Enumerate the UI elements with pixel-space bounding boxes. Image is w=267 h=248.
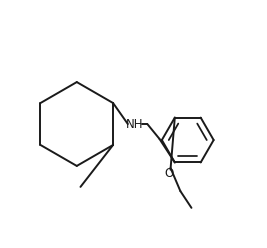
Text: O: O <box>165 167 174 180</box>
Text: NH: NH <box>126 118 143 130</box>
